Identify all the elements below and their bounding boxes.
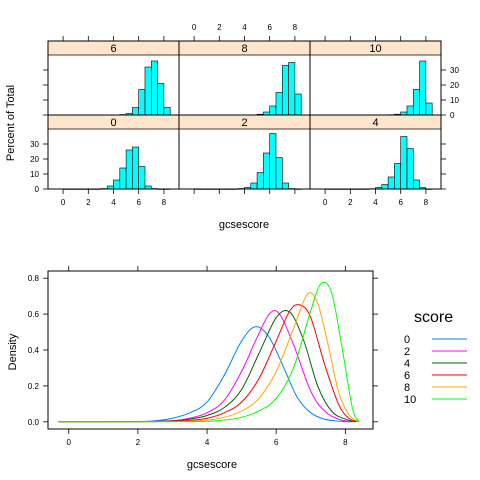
histogram-bar	[269, 105, 277, 116]
x-tick-label: 0	[67, 438, 72, 447]
y-tick-label: 10	[450, 96, 459, 105]
histogram-bar	[269, 133, 277, 190]
histogram-bar	[144, 66, 152, 116]
histogram-bar	[157, 83, 165, 116]
strip-4	[310, 115, 441, 129]
strip-8	[179, 41, 310, 55]
histogram-ylabel: Percent of Total	[5, 85, 17, 161]
histogram-bar	[250, 182, 258, 190]
histogram-bar	[263, 152, 270, 190]
histogram-lattice: 6 8 10 0 2 4 0 0 0 2 2 2 4 4 4 6 6 6 8 8 8 0 10 20 30 0 10 20 30	[30, 23, 459, 207]
histogram-bar	[412, 179, 420, 190]
x-tick-label: 6	[274, 438, 279, 447]
x-tick-label: 8	[293, 23, 298, 32]
x-tick-label: 0	[192, 23, 197, 32]
y-tick-label: 30	[450, 66, 459, 75]
legend-label-2: 2	[404, 346, 410, 358]
density-frame	[47, 270, 374, 430]
legend-label-8: 8	[404, 382, 410, 394]
density-line-score-6	[58, 304, 360, 423]
histogram-bar	[294, 93, 302, 116]
y-tick-label: 10	[30, 170, 39, 179]
histogram-bar	[256, 172, 264, 190]
y-tick-label: 30	[30, 140, 39, 149]
y-tick-label: 0.2	[28, 382, 40, 391]
x-tick-label: 0	[61, 198, 66, 207]
histogram-bar	[412, 89, 420, 116]
y-tick-label: 0.4	[28, 346, 40, 355]
histogram-bar	[281, 65, 289, 116]
y-tick-label: 0.6	[28, 310, 40, 319]
strip-10	[310, 41, 441, 55]
histogram-bar	[275, 92, 283, 116]
histogram-bar	[394, 163, 401, 190]
histogram-bar	[425, 102, 433, 116]
x-tick-label: 4	[111, 198, 116, 207]
legend-label-10: 10	[404, 394, 416, 406]
strip-2	[179, 115, 310, 129]
strip-label: 8	[241, 43, 247, 55]
x-tick-label: 6	[267, 23, 272, 32]
density-line-score-10	[58, 281, 360, 423]
x-tick-label: 6	[398, 198, 403, 207]
histogram-bar	[119, 167, 127, 190]
histogram-bar	[400, 136, 408, 190]
density-line-score-8	[58, 292, 360, 423]
histogram-bar	[150, 60, 158, 116]
histogram-bar	[132, 146, 139, 190]
y-tick-label: 20	[450, 81, 459, 90]
y-tick-label: 0.8	[28, 274, 40, 283]
x-tick-label: 6	[136, 198, 141, 207]
strip-label: 10	[369, 43, 381, 55]
x-tick-label: 2	[348, 198, 353, 207]
strip-label: 2	[241, 117, 247, 129]
density-xlabel: gcsescore	[187, 459, 237, 471]
histogram-bar	[406, 105, 414, 116]
density-line-score-4	[58, 309, 356, 423]
y-tick-label: 0.0	[28, 418, 40, 427]
x-tick-label: 4	[205, 438, 210, 447]
legend-label-0: 0	[404, 334, 410, 346]
histogram-bar	[138, 166, 146, 190]
histogram-bar	[406, 148, 414, 190]
y-tick-label: 0	[450, 111, 455, 120]
x-tick-label: 2	[217, 23, 222, 32]
histogram-bar	[132, 107, 139, 116]
histogram-xlabel: gcsescore	[219, 219, 269, 231]
legend-label-6: 6	[404, 370, 410, 382]
histogram-bar	[387, 176, 395, 190]
x-tick-label: 8	[424, 198, 429, 207]
density-ylabel: Density	[7, 333, 19, 370]
x-tick-label: 2	[136, 438, 141, 447]
legend-label-4: 4	[404, 358, 410, 370]
legend-title: score	[414, 309, 453, 326]
x-tick-label: 8	[162, 198, 167, 207]
density-plot: 0 2 4 6 8 0.0 0.2 0.4 0.6 0.8	[28, 266, 378, 447]
x-tick-label: 8	[343, 438, 348, 447]
histogram-bar	[113, 179, 121, 190]
y-tick-label: 20	[30, 155, 39, 164]
x-tick-label: 4	[373, 198, 378, 207]
strip-label: 0	[110, 117, 116, 129]
histogram-bar	[125, 149, 133, 190]
y-tick-label: 0	[35, 185, 40, 194]
histogram-bar	[419, 60, 427, 116]
histogram-bar	[275, 157, 283, 190]
histogram-bar	[138, 89, 146, 116]
strip-0	[48, 115, 179, 129]
density-line-score-2	[58, 310, 353, 423]
strip-label: 6	[110, 43, 116, 55]
histogram-bar	[288, 62, 296, 116]
density-line-score-0	[58, 326, 353, 423]
histogram-bar	[281, 182, 289, 190]
x-tick-label: 0	[323, 198, 328, 207]
x-tick-label: 2	[86, 198, 91, 207]
histogram-bar	[163, 107, 171, 116]
x-tick-label: 4	[242, 23, 247, 32]
strip-label: 4	[372, 117, 378, 129]
histogram-bar	[381, 184, 389, 190]
strip-6	[48, 41, 179, 55]
